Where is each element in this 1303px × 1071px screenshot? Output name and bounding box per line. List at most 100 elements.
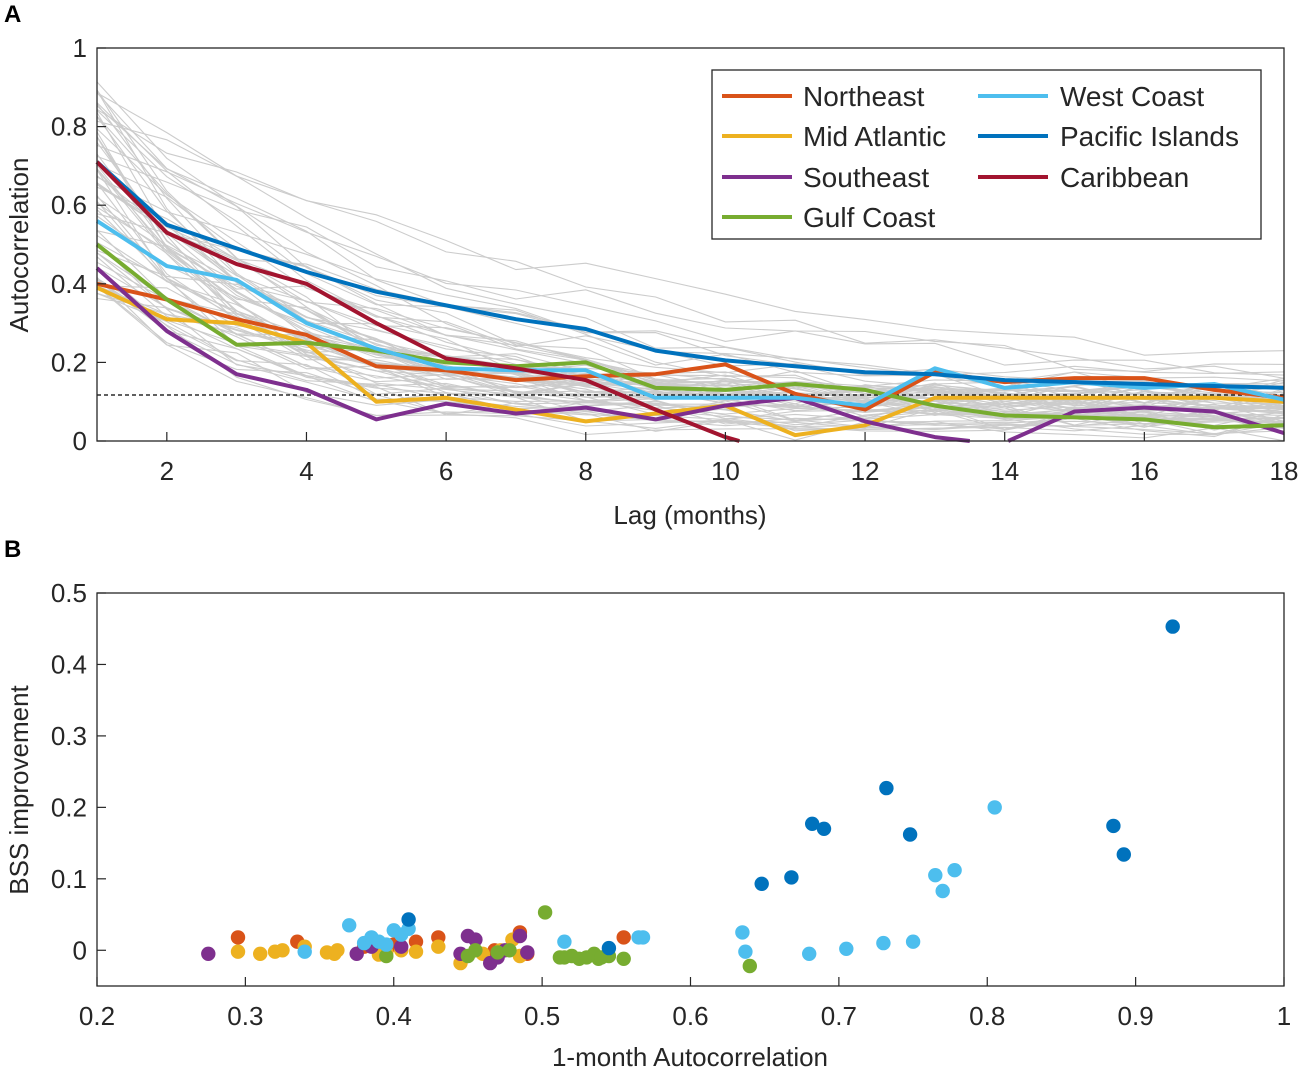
y-tick-label: 0 [73, 426, 87, 456]
x-tick-label: 0.5 [524, 1001, 560, 1031]
background-line [96, 109, 1285, 398]
x-tick-label: 18 [1270, 456, 1299, 486]
scatter-point-mid-atlantic [230, 944, 246, 959]
scatter-point-northeast [230, 930, 246, 945]
series-line-mid-atlantic [96, 285, 1285, 438]
series-line-gulf-coast [95, 242, 1285, 430]
panel-a-ticks: 2 4 6 8 10 12 14 16 18 0 0.2 0.4 0.6 0.8 1 [51, 33, 1299, 486]
scatter-point-southeast [201, 946, 216, 961]
y-tick-label: 0.5 [51, 578, 87, 608]
panel-b-ticks: 0.2 0.3 0.4 0.5 0.6 0.7 0.8 0.9 1 0 0.1 0.2 0.3 0.4 0.… [51, 578, 1291, 1031]
scatter-point-pacific-islands [879, 780, 894, 796]
panel-b-scatter-points [201, 619, 1180, 974]
legend-item-northeast: Northeast [722, 81, 925, 112]
series-line-northeast [96, 281, 1285, 412]
y-tick-label: 0.1 [51, 864, 87, 894]
legend-box [711, 69, 1262, 240]
legend-item-southeast: Southeast [722, 162, 929, 193]
scatter-point-southeast [349, 946, 364, 961]
scatter-point-mid-atlantic [431, 939, 446, 954]
x-tick-label: 16 [1130, 456, 1159, 486]
scatter-point-west-coast [297, 944, 312, 959]
x-tick-label: 0.8 [969, 1001, 1005, 1031]
legend-item-mid-atlantic: Mid Atlantic [722, 121, 946, 152]
legend-item-gulf-coast: Gulf Coast [722, 202, 935, 233]
scatter-point-west-coast [935, 883, 950, 899]
panel-a-legend: Northeast Mid Atlantic Southeast Gulf Co… [711, 69, 1262, 240]
scatter-point-gulf-coast [490, 945, 505, 960]
x-tick-label: 14 [990, 456, 1019, 486]
scatter-point-mid-atlantic [330, 943, 345, 958]
y-tick-label: 0.2 [51, 347, 87, 377]
series-line-caribbean [95, 160, 740, 443]
scatter-point-west-coast [342, 918, 357, 933]
legend-label-southeast: Southeast [803, 162, 929, 193]
legend-item-pacific-islands: Pacific Islands [978, 121, 1239, 152]
panel-b-xlabel: 1-month Autocorrelation [552, 1042, 828, 1071]
scatter-point-pacific-islands [1116, 847, 1132, 862]
scatter-point-mid-atlantic [408, 944, 424, 959]
scatter-point-gulf-coast [616, 951, 631, 966]
panel-b-label: B [4, 536, 21, 563]
x-tick-label: 0.6 [672, 1001, 708, 1031]
panel-a-series-lines [95, 160, 1285, 443]
legend-label-northeast: Northeast [803, 81, 925, 112]
legend-item-caribbean: Caribbean [978, 162, 1189, 193]
x-tick-label: 0.3 [227, 1001, 263, 1031]
x-tick-label: 0.7 [821, 1001, 857, 1031]
scatter-point-pacific-islands [401, 912, 416, 927]
background-line [96, 186, 1285, 376]
scatter-point-pacific-islands [805, 816, 820, 831]
x-tick-label: 2 [160, 456, 174, 486]
background-line [96, 243, 1285, 408]
scatter-point-west-coast [379, 937, 394, 952]
x-tick-label: 6 [439, 456, 453, 486]
scatter-point-mid-atlantic [275, 943, 290, 958]
scatter-point-gulf-coast [742, 958, 757, 974]
scatter-point-pacific-islands [601, 940, 617, 956]
scatter-point-west-coast [557, 934, 572, 949]
x-tick-label: 12 [851, 456, 880, 486]
y-tick-label: 0.4 [51, 269, 87, 299]
scatter-point-gulf-coast [379, 948, 394, 964]
scatter-point-pacific-islands [754, 876, 769, 891]
scatter-point-west-coast [947, 863, 962, 878]
x-tick-label: 0.4 [376, 1001, 412, 1031]
scatter-point-mid-atlantic [253, 946, 268, 961]
scatter-point-pacific-islands [1165, 619, 1180, 634]
scatter-point-northeast [616, 930, 631, 945]
background-line [96, 144, 1285, 376]
background-line [96, 112, 1285, 404]
scatter-point-gulf-coast [502, 943, 517, 958]
legend-label-caribbean: Caribbean [1060, 162, 1189, 193]
y-tick-label: 0.2 [51, 792, 87, 822]
background-line [96, 108, 1285, 356]
scatter-point-west-coast [635, 930, 651, 945]
scatter-point-west-coast [876, 935, 891, 951]
x-tick-label: 0.9 [1118, 1001, 1154, 1031]
scatter-point-pacific-islands [1106, 818, 1121, 834]
panel-b-chart: 0.2 0.3 0.4 0.5 0.6 0.7 0.8 0.9 1 0 0.1 0.2 0.3 0.4 0.… [4, 578, 1291, 1071]
y-tick-label: 0 [73, 935, 87, 965]
scatter-point-pacific-islands [784, 870, 799, 885]
background-line [96, 159, 1285, 426]
x-tick-label: 1 [1277, 1001, 1291, 1031]
panel-b-ylabel: BSS improvement [4, 684, 34, 894]
scatter-point-west-coast [987, 800, 1002, 815]
background-line [96, 230, 1285, 383]
y-tick-label: 0.8 [51, 112, 87, 142]
panel-a-xlabel: Lag (months) [613, 500, 766, 530]
scatter-point-pacific-islands [816, 821, 832, 836]
background-line [96, 256, 1285, 427]
x-tick-label: 10 [711, 456, 740, 486]
x-tick-label: 8 [579, 456, 593, 486]
scatter-point-gulf-coast [537, 905, 553, 920]
x-tick-label: 4 [299, 456, 313, 486]
legend-label-pacific-islands: Pacific Islands [1060, 121, 1239, 152]
scatter-point-west-coast [905, 934, 921, 949]
y-tick-label: 0.6 [51, 190, 87, 220]
panel-b-plot-area [97, 593, 1284, 986]
panel-a-ylabel: Autocorrelation [4, 158, 34, 333]
scatter-point-west-coast [738, 944, 753, 959]
